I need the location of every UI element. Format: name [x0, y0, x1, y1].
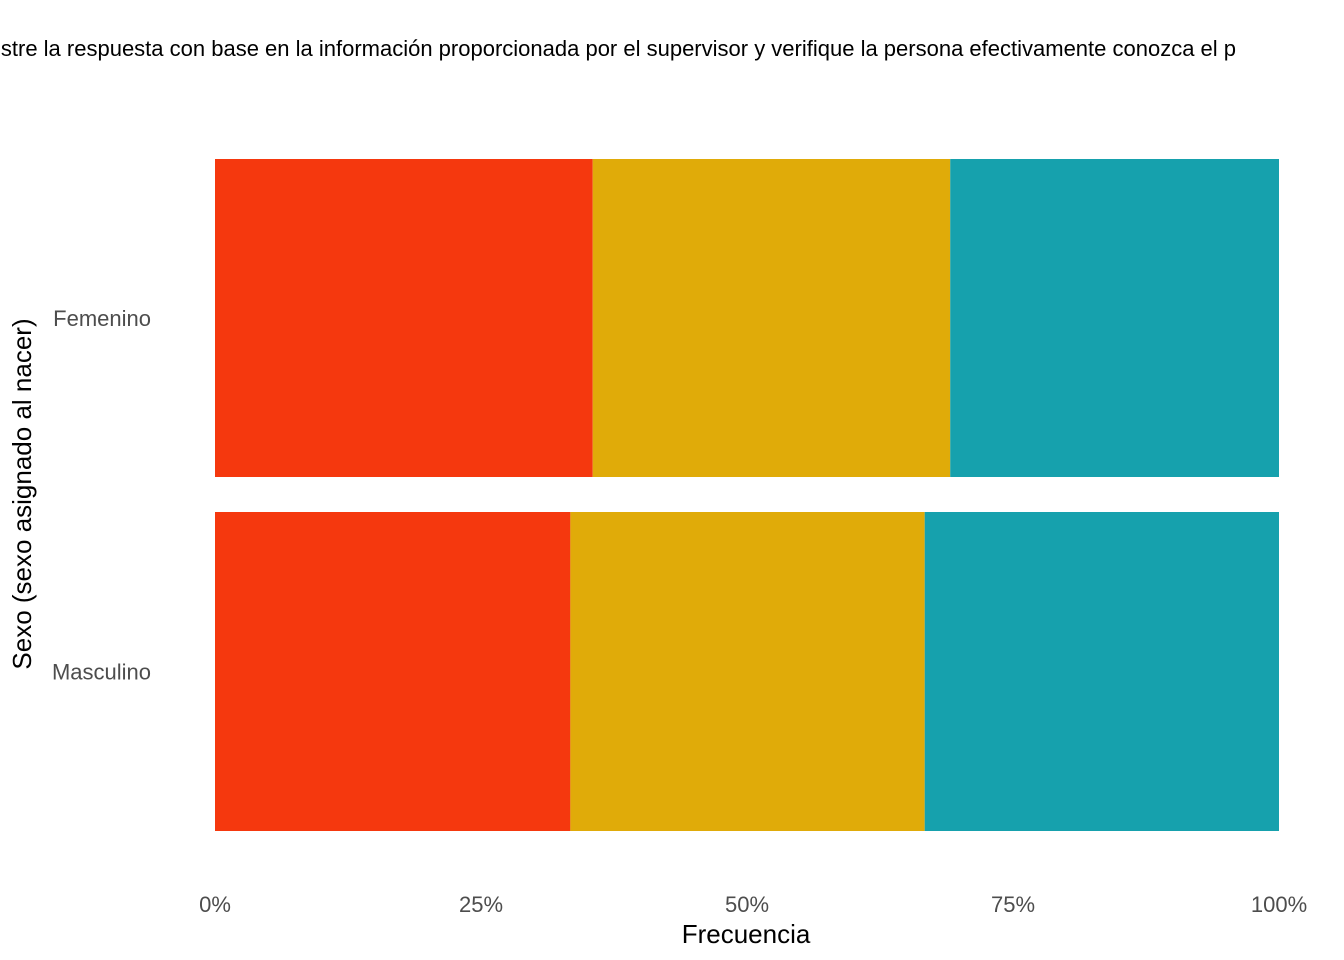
x-tick-label: 100% — [1251, 892, 1307, 917]
y-axis-ticks: Femenino Masculino — [52, 306, 151, 685]
bar-segment-femenino-1 — [215, 159, 593, 477]
y-axis-title: Sexo (sexo asignado al nacer) — [7, 318, 37, 669]
x-axis-ticks: 0% 25% 50% 75% 100% — [199, 892, 1307, 917]
bar-segment-femenino-2 — [592, 159, 951, 477]
x-tick-label: 0% — [199, 892, 231, 917]
bars-group — [215, 159, 1279, 831]
x-tick-label: 25% — [459, 892, 503, 917]
x-tick-label: 50% — [725, 892, 769, 917]
y-tick-label-masculino: Masculino — [52, 660, 151, 685]
bar-segment-masculino-2 — [570, 512, 925, 831]
bar-segment-femenino-3 — [950, 159, 1279, 477]
chart-title: istre la respuesta con base en la inform… — [0, 36, 1236, 61]
bar-segment-masculino-1 — [215, 512, 571, 831]
x-tick-label: 75% — [991, 892, 1035, 917]
y-tick-label-femenino: Femenino — [53, 306, 151, 331]
bar-segment-masculino-3 — [924, 512, 1279, 831]
x-axis-title: Frecuencia — [682, 919, 811, 949]
